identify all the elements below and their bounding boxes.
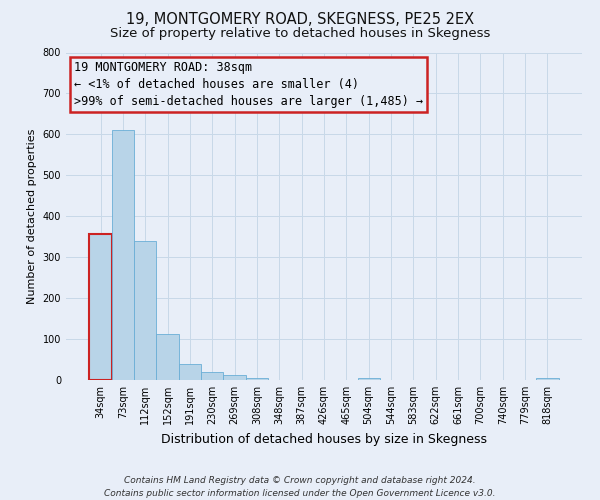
Bar bbox=[201, 372, 223, 380]
Bar bbox=[223, 375, 246, 380]
Bar bbox=[112, 130, 134, 380]
Bar bbox=[358, 378, 380, 380]
Text: Contains HM Land Registry data © Crown copyright and database right 2024.
Contai: Contains HM Land Registry data © Crown c… bbox=[104, 476, 496, 498]
Text: 19 MONTGOMERY ROAD: 38sqm
← <1% of detached houses are smaller (4)
>99% of semi-: 19 MONTGOMERY ROAD: 38sqm ← <1% of detac… bbox=[74, 60, 423, 108]
X-axis label: Distribution of detached houses by size in Skegness: Distribution of detached houses by size … bbox=[161, 432, 487, 446]
Bar bbox=[246, 378, 268, 380]
Bar bbox=[157, 334, 179, 380]
Bar bbox=[134, 241, 157, 380]
Bar bbox=[179, 364, 201, 380]
Text: Size of property relative to detached houses in Skegness: Size of property relative to detached ho… bbox=[110, 28, 490, 40]
Bar bbox=[89, 234, 112, 380]
Y-axis label: Number of detached properties: Number of detached properties bbox=[27, 128, 37, 304]
Bar bbox=[536, 378, 559, 380]
Text: 19, MONTGOMERY ROAD, SKEGNESS, PE25 2EX: 19, MONTGOMERY ROAD, SKEGNESS, PE25 2EX bbox=[126, 12, 474, 28]
